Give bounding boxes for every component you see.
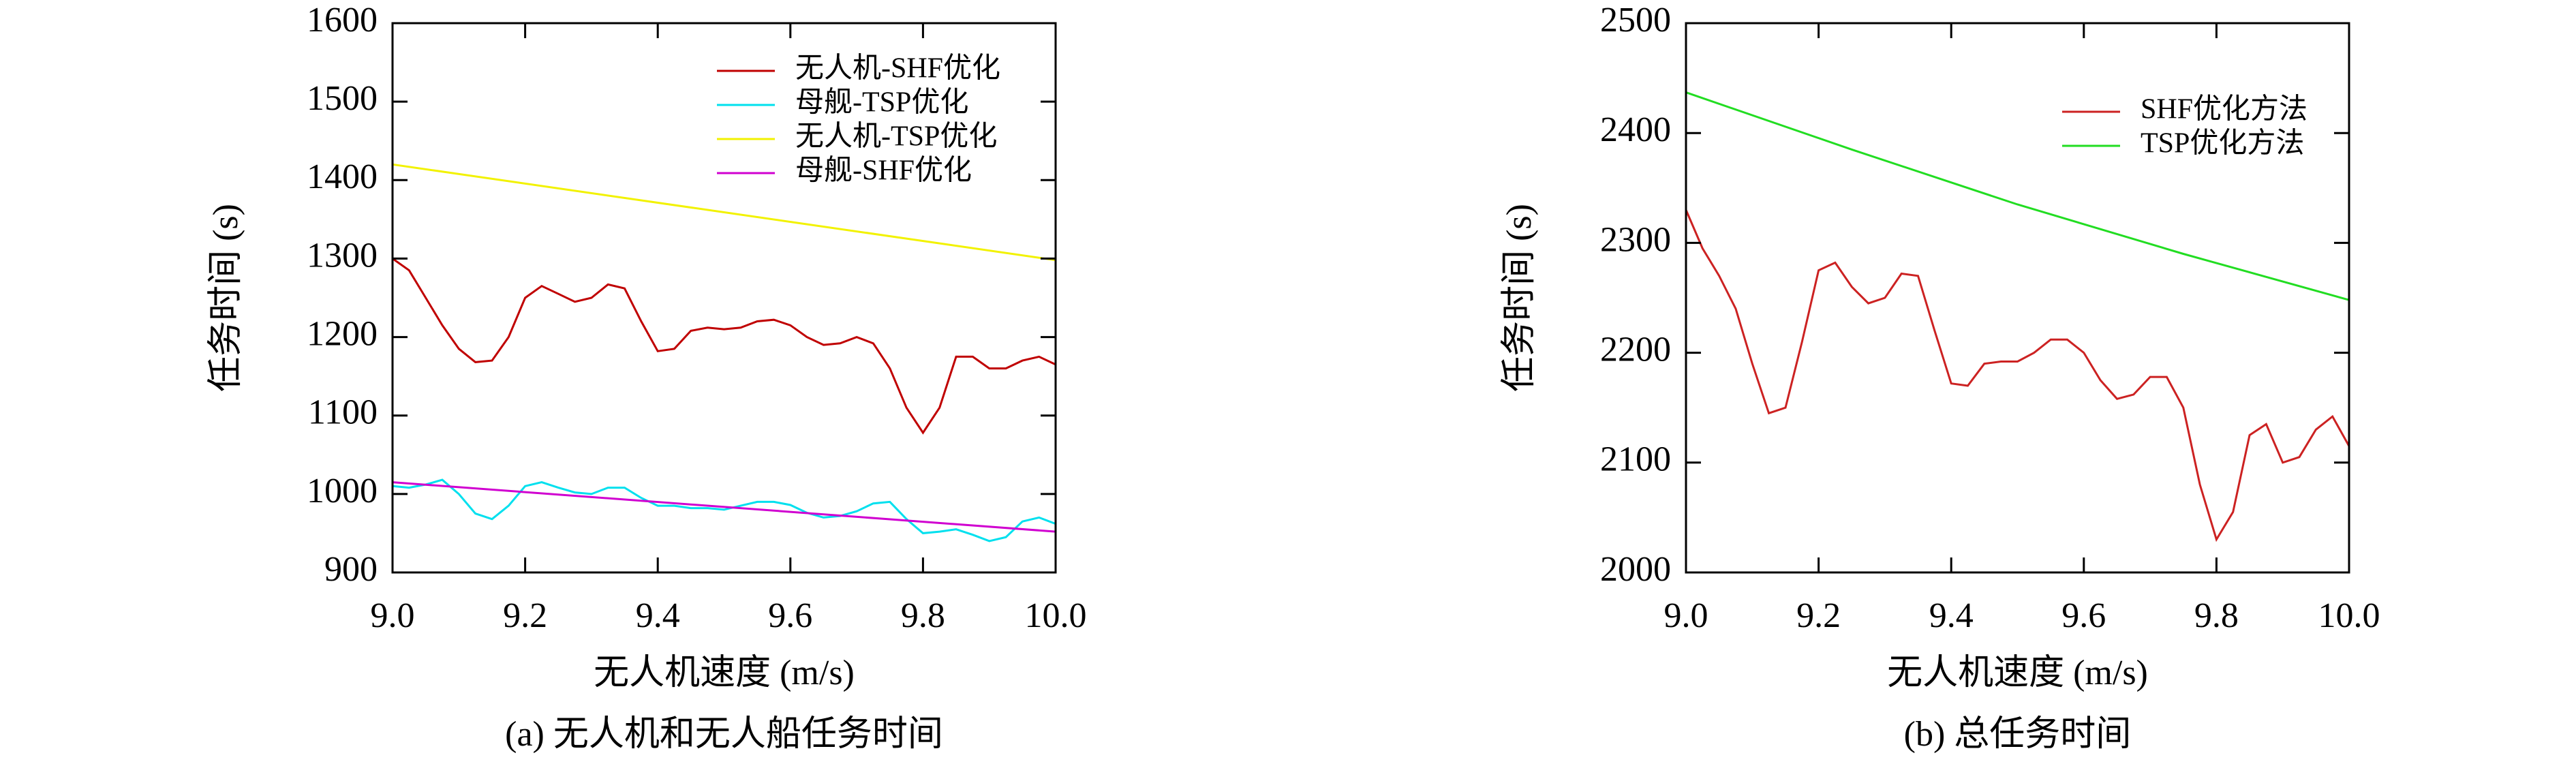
- x-tick-label: 9.0: [1664, 596, 1708, 635]
- x-tick-label: 9.2: [503, 596, 547, 635]
- y-tick-label: 900: [324, 550, 378, 589]
- x-axis-label: 无人机速度 (m/s): [594, 654, 855, 692]
- legend-label: 无人机-SHF优化: [795, 53, 1000, 85]
- legend-label: 母舰-TSP优化: [795, 87, 968, 119]
- y-tick-label: 2200: [1600, 331, 1671, 369]
- x-tick-label: 10.0: [2318, 596, 2380, 635]
- legend-label: 无人机-TSP优化: [795, 121, 997, 153]
- caption: (b) 总任务时间: [1904, 715, 2132, 754]
- legend-label: SHF优化方法: [2141, 94, 2307, 125]
- y-tick-label: 2000: [1600, 550, 1671, 589]
- y-axis-label: 任务时间 (s): [1500, 204, 1539, 392]
- y-tick-label: 2300: [1600, 220, 1671, 259]
- y-tick-label: 2500: [1600, 1, 1671, 40]
- y-tick-label: 1500: [307, 79, 378, 118]
- x-tick-label: 9.8: [901, 596, 945, 635]
- data-line: [392, 258, 1056, 435]
- y-tick-label: 1300: [307, 236, 378, 275]
- x-tick-label: 9.2: [1796, 596, 1841, 635]
- data-line: [392, 163, 1056, 262]
- x-tick-label: 9.4: [636, 596, 680, 635]
- legend-label: TSP优化方法: [2141, 128, 2304, 159]
- x-tick-label: 9.8: [2194, 596, 2239, 635]
- y-tick-label: 1100: [308, 393, 378, 432]
- data-line: [1685, 91, 2350, 301]
- data-line: [392, 478, 1056, 542]
- data-line: [1685, 209, 2350, 542]
- y-tick-label: 1200: [307, 315, 378, 354]
- y-axis-label: 任务时间 (s): [206, 204, 245, 392]
- caption: (a) 无人机和无人船任务时间: [505, 715, 943, 754]
- x-axis-label: 无人机速度 (m/s): [1887, 654, 2148, 692]
- y-tick-label: 1600: [307, 1, 378, 40]
- plot-frame: [1685, 22, 2350, 574]
- x-tick-label: 9.0: [371, 596, 415, 635]
- y-tick-label: 1400: [307, 157, 378, 196]
- data-line: [392, 481, 1056, 533]
- legend-label: 母舰-SHF优化: [795, 155, 972, 187]
- x-tick-label: 10.0: [1025, 596, 1087, 635]
- x-tick-label: 9.6: [2061, 596, 2106, 635]
- plot-frame: [391, 22, 1057, 574]
- y-tick-label: 2400: [1600, 110, 1671, 149]
- y-tick-label: 1000: [307, 472, 378, 510]
- x-tick-label: 9.4: [1929, 596, 1974, 635]
- y-tick-label: 2100: [1600, 440, 1671, 479]
- x-tick-label: 9.6: [768, 596, 812, 635]
